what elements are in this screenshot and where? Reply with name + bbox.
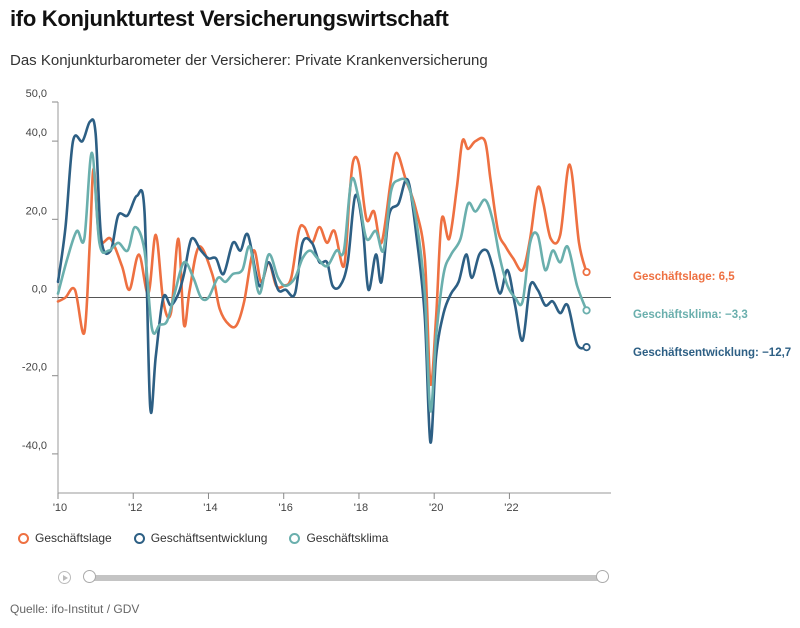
slider-track[interactable] bbox=[88, 575, 606, 581]
x-tick-label: '20 bbox=[429, 502, 443, 514]
chart-legend: Geschäftslage Geschäftsentwicklung Gesch… bbox=[18, 531, 388, 545]
source-note: Quelle: ifo-Institut / GDV bbox=[10, 602, 140, 616]
legend-dot-icon bbox=[133, 532, 145, 544]
play-icon[interactable] bbox=[58, 571, 71, 584]
series-end-marker-geschaeftsentwicklung bbox=[582, 343, 591, 352]
y-tick-label: 0,0 bbox=[32, 284, 47, 296]
series-end-label-geschaeftsentwicklung: Geschäftsentwicklung: −12,7 bbox=[633, 347, 791, 359]
slider-handle-start[interactable] bbox=[83, 570, 96, 583]
legend-label: Geschäftslage bbox=[35, 531, 112, 545]
legend-item-geschaeftsklima[interactable]: Geschäftsklima bbox=[289, 531, 388, 545]
page-subtitle: Das Konjunkturbarometer der Versicherer:… bbox=[10, 52, 488, 69]
x-tick-label: '12 bbox=[128, 502, 142, 514]
y-tick-label: -40,0 bbox=[22, 440, 47, 452]
time-range-slider[interactable] bbox=[58, 568, 618, 588]
y-tick-label: 20,0 bbox=[26, 205, 47, 217]
series-end-marker-geschaeftsklima bbox=[582, 306, 591, 315]
series-end-marker-geschaeftslage bbox=[582, 267, 591, 277]
legend-label: Geschäftsklima bbox=[306, 531, 389, 545]
series-line-geschaeftsklima bbox=[56, 151, 588, 413]
x-tick-label: '16 bbox=[279, 502, 293, 514]
y-tick-label: 50,0 bbox=[26, 88, 47, 100]
x-tick-label: '14 bbox=[203, 502, 217, 514]
page-title: ifo Konjunkturtest Versicherungswirtscha… bbox=[10, 6, 449, 31]
x-tick-label: '18 bbox=[354, 502, 368, 514]
legend-dot-icon bbox=[18, 532, 29, 544]
legend-dot-icon bbox=[289, 532, 301, 544]
legend-item-geschaeftslage[interactable]: Geschäftslage bbox=[18, 531, 112, 545]
y-tick-label: 40,0 bbox=[26, 127, 47, 139]
legend-item-geschaeftsentwicklung[interactable]: Geschäftsentwicklung bbox=[133, 531, 268, 545]
series-line-geschaeftsentwicklung bbox=[56, 118, 588, 444]
series-end-label-geschaeftsklima: Geschäftsklima: −3,3 bbox=[633, 309, 748, 321]
y-tick-label: -20,0 bbox=[22, 362, 47, 374]
slider-handle-end[interactable] bbox=[596, 570, 609, 583]
series-end-label-geschaeftslage: Geschäftslage: 6,5 bbox=[633, 271, 735, 283]
series-line-geschaeftslage bbox=[56, 136, 588, 387]
legend-label: Geschäftsentwicklung bbox=[150, 531, 268, 545]
x-tick-label: '22 bbox=[504, 502, 518, 514]
x-tick-label: '10 bbox=[53, 502, 67, 514]
